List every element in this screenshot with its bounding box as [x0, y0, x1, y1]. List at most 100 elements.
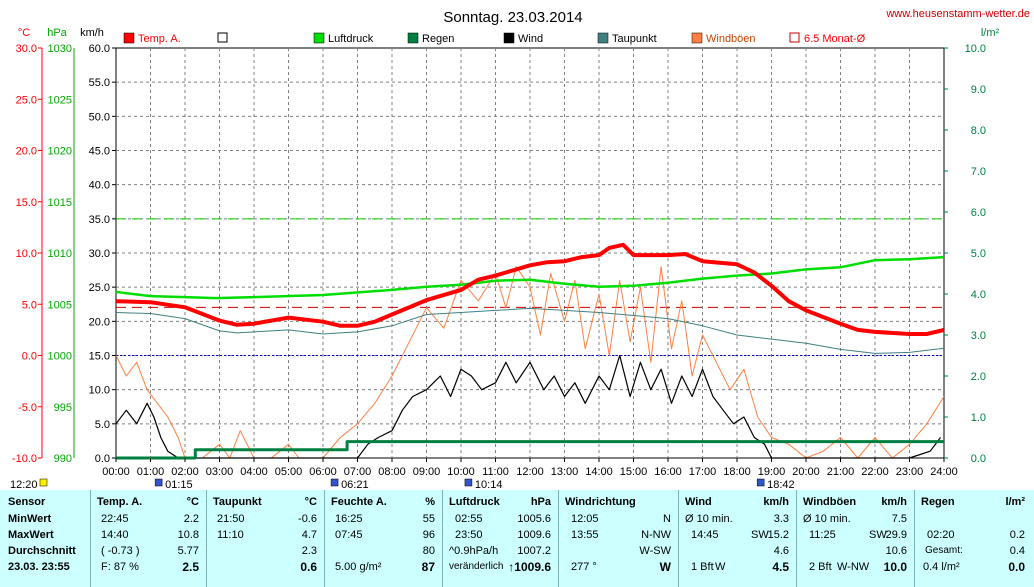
x-tick-label: 19:00	[758, 466, 786, 478]
regen-sum: 0.4 l/m²	[923, 561, 960, 573]
x-tick-label: 24:00	[930, 466, 958, 478]
temp-tick-label: 10.0	[16, 248, 37, 260]
regen-title: Regen	[921, 496, 955, 508]
windrichtung-min-val: N	[663, 513, 671, 525]
wind-tick-label: 0.0	[95, 453, 110, 465]
col-taupunkt: Taupunkt °C 21:50 -0.6 11:10 4.7 2.3 0.6	[206, 490, 323, 587]
stats-table: Sensor MinWert MaxWert Durchschnitt 23.0…	[0, 490, 1034, 587]
wind-tick-label: 5.0	[95, 419, 110, 431]
wind-tick-label: 30.0	[89, 248, 110, 260]
wind-tick-label: 35.0	[89, 214, 110, 226]
x-tick-label: 15:00	[620, 466, 648, 478]
windrichtung-degree: 277 °	[571, 561, 597, 573]
temp-min-time: 22:45	[101, 513, 129, 525]
pressure-tick-label: 1020	[48, 146, 72, 158]
taupunkt-now-val: 0.6	[300, 560, 317, 574]
luftdruck-max-time: 23:50	[455, 529, 483, 541]
time-marker-icon	[330, 478, 339, 487]
wind-tick-label: 40.0	[89, 180, 110, 192]
taupunkt-max-time: 11:10	[217, 529, 244, 541]
pressure-tick-label: 995	[54, 402, 72, 414]
x-tick-label: 07:00	[344, 466, 372, 478]
feuchte-max-time: 07:45	[335, 529, 363, 541]
wind-now-dir: W	[715, 561, 726, 573]
x-tick-label: 22:00	[861, 466, 889, 478]
regen-max-val: 0.2	[1009, 529, 1025, 541]
legend-label: Temp. A.	[138, 33, 181, 45]
wind-tick-label: 10.0	[89, 385, 110, 397]
legend-swatch	[217, 32, 228, 43]
wind-tick-label: 45.0	[89, 146, 110, 158]
x-tick-label: 11:00	[482, 466, 509, 478]
site-url: www.heusenstamm-wetter.de	[885, 8, 1030, 20]
wind-tick-label: 60.0	[89, 43, 110, 55]
wind-title: Wind	[685, 496, 712, 508]
feuchte-unit: %	[425, 496, 435, 508]
temp-now-val: 2.5	[182, 560, 199, 574]
windboeen-max-time: 11:25	[809, 529, 836, 541]
wind-avg-val: 4.6	[773, 545, 789, 557]
x-tick-label: 06:00	[309, 466, 337, 478]
rain-tick-label: 0.0	[971, 453, 986, 465]
windboeen-unit: km/h	[881, 496, 907, 508]
wind-avg10-label: Ø 10 min.	[685, 513, 733, 525]
temp-unit: °C	[186, 496, 199, 508]
legend-label: Wind	[518, 33, 543, 45]
rain-tick-label: 6.0	[971, 207, 986, 219]
regen-max-time: 02:20	[927, 529, 955, 541]
temp-avg-val: 5.77	[177, 545, 199, 557]
windboeen-now-dir: W-NW	[837, 561, 870, 573]
col-luftdruck: Luftdruck hPa 02:55 1005.6 23:50 1009.6 …	[442, 490, 557, 587]
temp-min-val: 2.2	[183, 513, 199, 525]
windrichtung-avg-val: W-SW	[639, 545, 671, 557]
col-wind: Wind km/h Ø 10 min. 3.3 14:45 SW 15.2 4.…	[678, 490, 795, 587]
sensor-row-now: 23.03. 23:55	[8, 561, 70, 573]
x-tick-label: 04:00	[240, 466, 268, 478]
col-regen: Regen l/m² 02:20 0.2 Gesamt: 0.4 0.4 l/m…	[914, 490, 1033, 587]
rain-tick-label: 4.0	[971, 289, 986, 301]
windboeen-bft: 2 Bft	[809, 561, 832, 573]
luftdruck-min-time: 02:55	[455, 513, 483, 525]
x-tick-label: 02:00	[171, 466, 199, 478]
rain-tick-label: 3.0	[971, 330, 986, 342]
wind-tick-label: 25.0	[89, 282, 110, 294]
wind-max-val: 15.2	[767, 529, 789, 541]
pressure-tick-label: 1000	[48, 351, 72, 363]
x-tick-label: 08:00	[378, 466, 406, 478]
rain-tick-label: 1.0	[971, 412, 986, 424]
pressure-tick-label: 1015	[48, 197, 72, 209]
time-markers: 12:20 01:15 06:21 10:14 18:42	[10, 478, 795, 490]
temp-tick-label: 0.0	[22, 351, 37, 363]
windboeen-max-val: 29.9	[885, 529, 907, 541]
temp-now-note: F: 87 %	[101, 561, 139, 573]
regen-total-label: Gesamt:	[925, 545, 963, 556]
luftdruck-title: Luftdruck	[449, 496, 500, 508]
x-tick-label: 01:00	[137, 466, 165, 478]
x-tick-label: 00:00	[102, 466, 130, 478]
legend-swatch	[691, 32, 703, 44]
legend-label: Luftdruck	[328, 33, 374, 45]
x-tick-label: 21:00	[827, 466, 855, 478]
rain-tick-label: 10.0	[965, 43, 986, 55]
sensor-title: Sensor	[8, 496, 46, 508]
chart-title: Sonntag. 23.03.2014	[443, 9, 582, 26]
temp-title: Temp. A.	[97, 496, 143, 508]
rain-tick-label: 9.0	[971, 84, 986, 96]
x-tick-label: 09:00	[413, 466, 441, 478]
time-marker-label: 06:21	[341, 479, 369, 490]
temp-tick-label: 5.0	[22, 299, 37, 311]
sensor-row-min: MinWert	[8, 513, 52, 525]
reference-lines	[116, 218, 944, 356]
series-temp-a-	[115, 242, 945, 336]
windboeen-max-dir: SW	[869, 529, 887, 541]
taupunkt-min-time: 21:50	[217, 513, 245, 525]
time-marker-icon	[154, 478, 163, 487]
weather-chart: Sonntag. 23.03.2014 www.heusenstamm-wett…	[10, 8, 1030, 490]
series-layer	[115, 242, 945, 460]
taupunkt-max-val: 4.7	[301, 529, 317, 541]
temp-tick-label: 15.0	[16, 197, 37, 209]
windboeen-avg10-label: Ø 10 min.	[803, 513, 851, 525]
temp-tick-label: -10.0	[12, 453, 37, 465]
time-marker-label: 10:14	[475, 479, 503, 490]
taupunkt-unit: °C	[304, 496, 317, 508]
